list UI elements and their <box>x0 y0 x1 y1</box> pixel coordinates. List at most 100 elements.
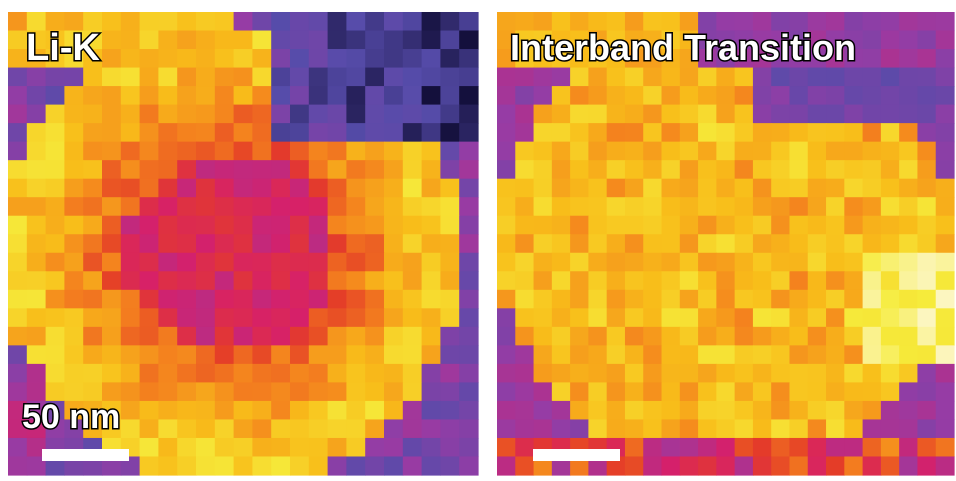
pixel <box>570 30 589 50</box>
pixel <box>271 178 291 198</box>
pixel <box>26 67 47 87</box>
pixel <box>440 456 460 476</box>
pixel <box>935 123 955 143</box>
pixel <box>771 30 791 50</box>
pixel <box>771 400 791 421</box>
pixel <box>440 437 460 458</box>
pixel <box>402 437 423 458</box>
pixel <box>308 252 329 272</box>
pixel <box>862 49 882 69</box>
pixel <box>64 30 84 50</box>
pixel <box>862 123 882 143</box>
pixel <box>83 49 103 69</box>
pixel <box>384 345 404 365</box>
pixel <box>158 437 178 458</box>
pixel <box>196 437 216 458</box>
pixel <box>606 308 626 328</box>
pixel <box>421 234 441 254</box>
pixel <box>515 30 535 50</box>
pixel <box>83 86 103 106</box>
pixel <box>158 12 178 32</box>
pixel <box>771 215 791 235</box>
panel-label: Interband Transition <box>510 27 856 68</box>
pixel <box>789 104 809 124</box>
pixel <box>862 160 882 180</box>
pixel <box>402 215 423 235</box>
pixel <box>826 456 845 476</box>
pixel <box>606 123 626 143</box>
pixel <box>551 12 571 32</box>
pixel <box>880 271 900 291</box>
pixel <box>45 178 65 198</box>
pixel <box>771 289 791 309</box>
pixel <box>917 104 937 124</box>
pixel <box>862 215 882 235</box>
pixel <box>734 86 754 106</box>
pixel <box>459 419 479 439</box>
pixel <box>698 67 717 87</box>
pixel <box>327 123 347 143</box>
pixel <box>533 86 553 106</box>
pixel <box>196 289 216 309</box>
pixel <box>8 67 28 87</box>
pixel <box>679 400 699 421</box>
pixel <box>807 456 827 476</box>
pixel <box>402 234 423 254</box>
pixel <box>102 345 122 365</box>
pixel <box>606 363 626 383</box>
pixel <box>771 197 791 217</box>
pixel <box>862 419 882 439</box>
pixel <box>643 30 663 50</box>
pixel <box>533 67 553 87</box>
pixel <box>26 12 47 32</box>
pixel <box>365 271 385 291</box>
pixel <box>826 234 845 254</box>
pixel <box>421 141 441 161</box>
pixel <box>880 86 900 106</box>
pixel <box>789 141 809 161</box>
pixel <box>8 271 28 291</box>
pixel <box>402 178 423 198</box>
pixel <box>807 289 827 309</box>
pixel <box>771 382 791 402</box>
pixel <box>26 382 47 402</box>
pixel <box>177 104 197 124</box>
pixel <box>807 363 827 383</box>
pixel <box>271 437 291 458</box>
pixel <box>716 197 736 217</box>
pixel <box>899 49 919 69</box>
pixel <box>716 437 736 458</box>
pixel <box>588 363 608 383</box>
pixel <box>661 400 681 421</box>
pixel <box>497 12 516 32</box>
pixel <box>120 178 141 198</box>
pixel <box>789 289 809 309</box>
pixel <box>497 160 516 180</box>
pixel <box>643 215 663 235</box>
pixel <box>917 197 937 217</box>
pixel <box>917 308 937 328</box>
pixel <box>459 289 479 309</box>
pixel <box>679 12 699 32</box>
pixel <box>196 123 216 143</box>
pixel <box>120 419 141 439</box>
pixel <box>290 12 310 32</box>
pixel <box>917 456 937 476</box>
pixel <box>177 437 197 458</box>
pixel <box>365 252 385 272</box>
pixel <box>26 30 47 50</box>
pixel <box>862 252 882 272</box>
pixel <box>384 437 404 458</box>
pixel <box>716 456 736 476</box>
pixel <box>271 419 291 439</box>
pixel <box>515 326 535 346</box>
pixel <box>158 363 178 383</box>
pixel <box>844 363 864 383</box>
pixel <box>826 141 845 161</box>
pixel <box>158 30 178 50</box>
pixel <box>570 419 589 439</box>
pixel <box>252 12 272 32</box>
pixel <box>880 49 900 69</box>
pixel <box>679 30 699 50</box>
pixel <box>661 104 681 124</box>
